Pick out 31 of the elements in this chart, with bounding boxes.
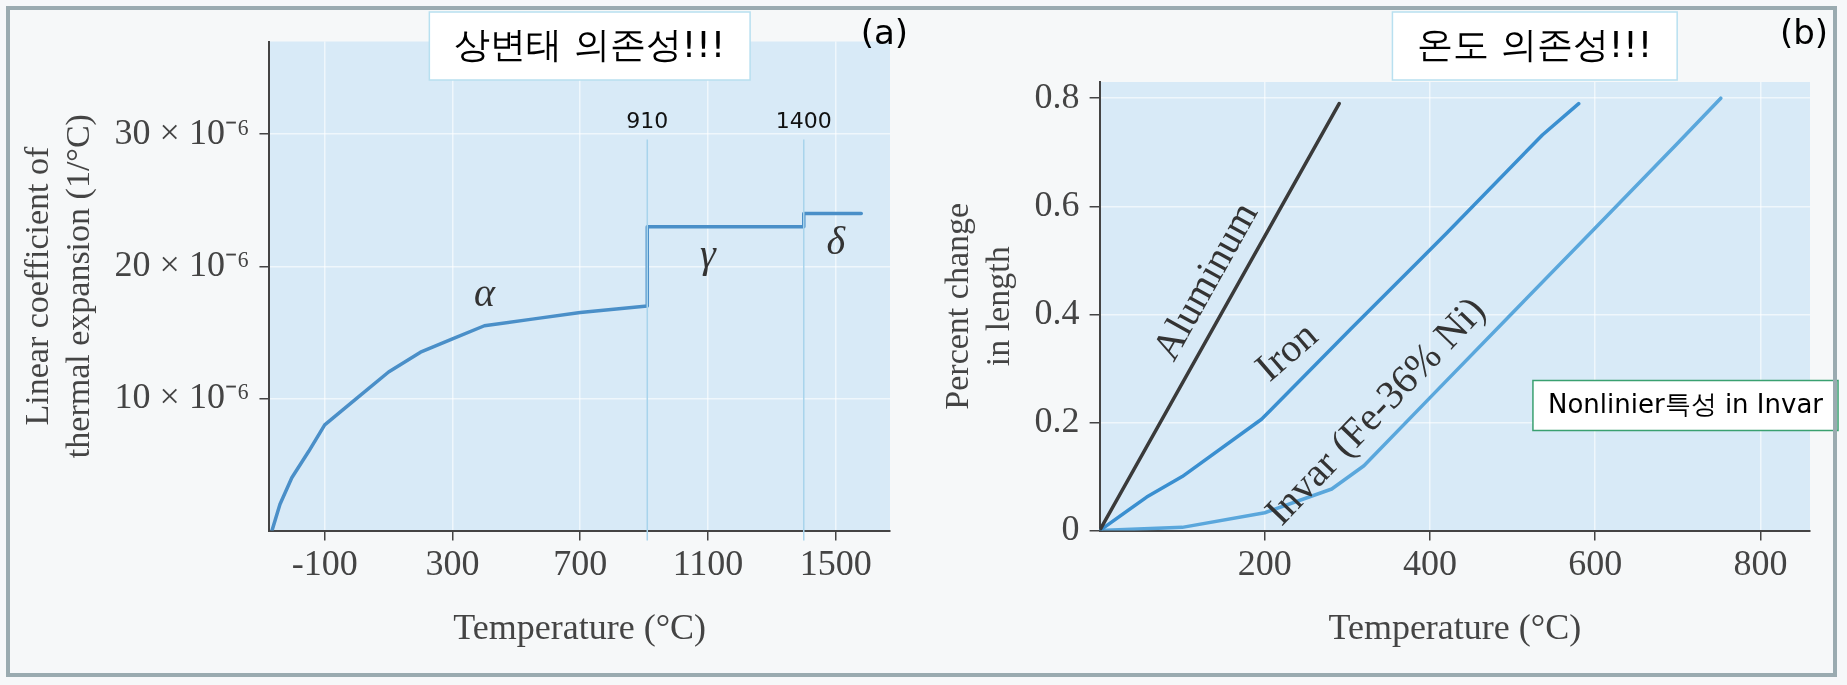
- annotation: Nonlinier특성 in Invar: [1547, 389, 1824, 420]
- y-tick-label: 20 × 10⁻⁶: [114, 243, 250, 284]
- x-axis-title: Temperature (°C): [453, 606, 707, 647]
- y-tick-label: 0.6: [1034, 183, 1080, 224]
- y-tick-label: 0.4: [1034, 291, 1080, 332]
- y-tick-label: 0: [1061, 508, 1080, 549]
- text: (b): [1779, 11, 1828, 52]
- annotation: δ: [826, 217, 847, 263]
- x-axis-title: Temperature (°C): [1328, 606, 1582, 647]
- x-tick-label: 1100: [672, 542, 744, 583]
- chart-title: 상변태 의존성!!!: [454, 24, 726, 66]
- y-axis-title: Linear coefficient of thermal expansion (1/°C): [18, 114, 98, 459]
- y-tick-label: 0.2: [1034, 399, 1080, 440]
- x-tick-label: 700: [553, 542, 608, 583]
- annotation: γ: [700, 231, 718, 277]
- x-tick-label: 1500: [799, 542, 872, 583]
- x-tick-label: 200: [1237, 542, 1292, 583]
- annotation: α: [473, 270, 496, 316]
- chart-title: 온도 의존성!!!: [1417, 24, 1653, 66]
- y-tick-label: 30 × 10⁻⁶: [114, 111, 250, 152]
- ref-line-label: 910: [626, 108, 669, 134]
- x-tick-label: 300: [425, 542, 480, 583]
- y-tick-label: 10 × 10⁻⁶: [114, 375, 250, 416]
- x-tick-label: -100: [291, 542, 358, 583]
- y-axis-title: Percent change in length: [938, 202, 1017, 410]
- annotation: (a): [860, 11, 908, 52]
- x-tick-label: 400: [1403, 542, 1458, 583]
- x-tick-label: 800: [1733, 542, 1788, 583]
- y-tick-label: 0.8: [1034, 75, 1080, 116]
- ref-line-label: 1400: [775, 108, 832, 134]
- x-tick-label: 600: [1568, 542, 1623, 583]
